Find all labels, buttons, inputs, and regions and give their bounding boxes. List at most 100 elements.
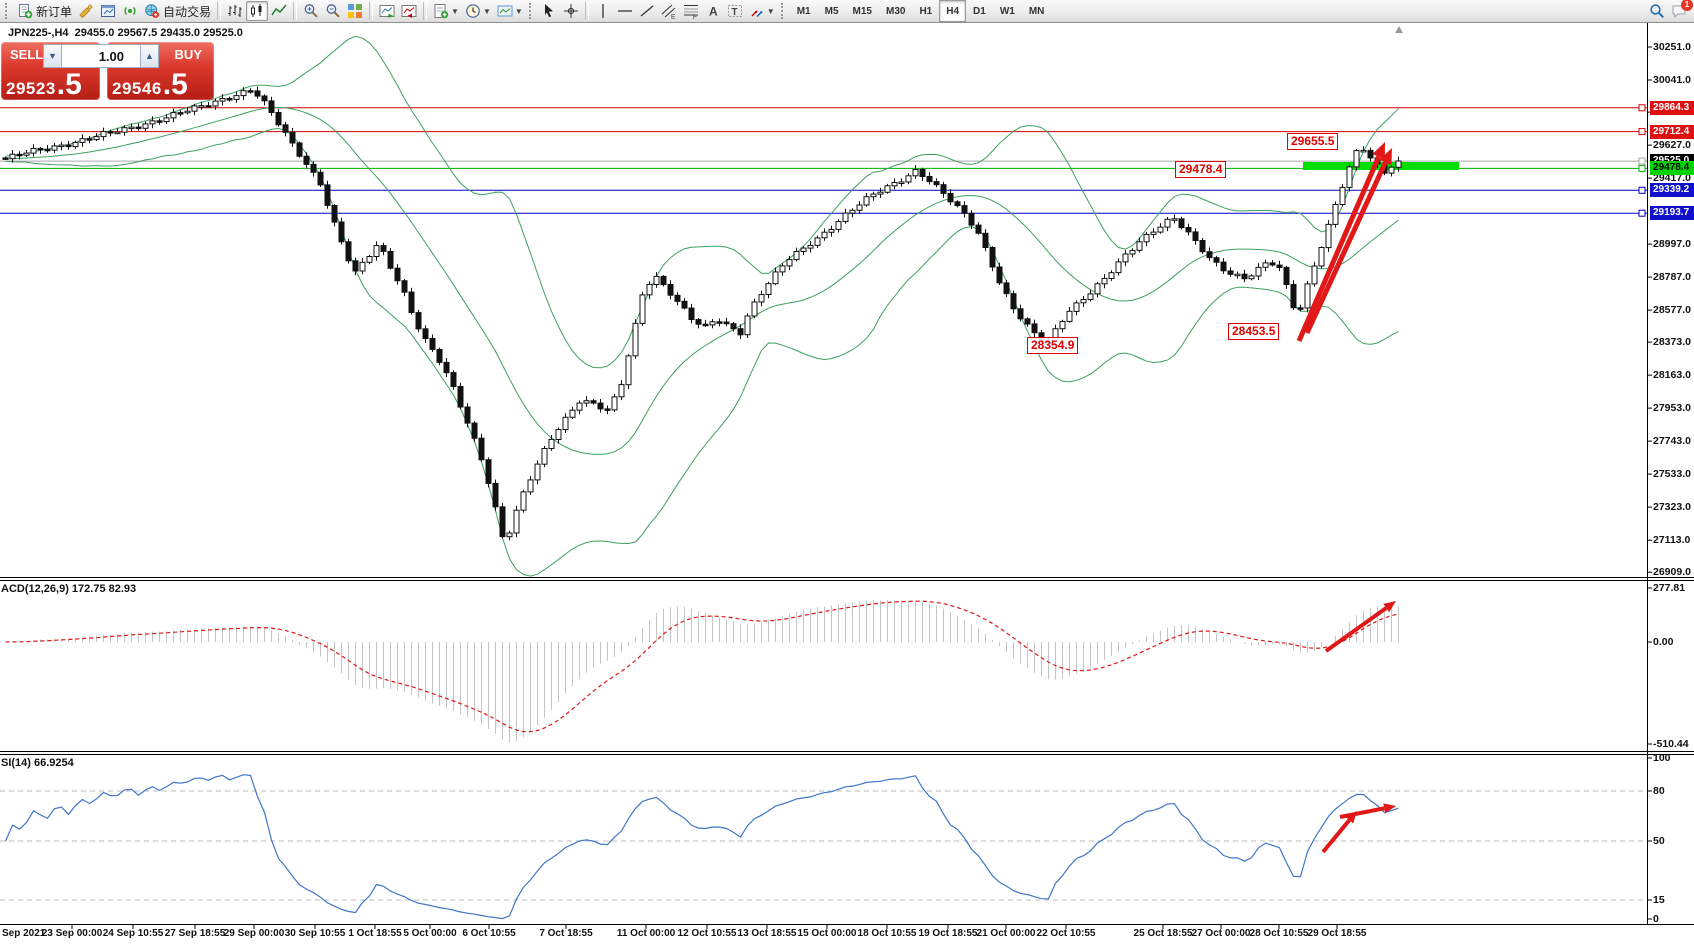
- signals-button[interactable]: [119, 1, 141, 21]
- price-annotation-29655.5[interactable]: 29655.5: [1287, 133, 1339, 150]
- price-tag-29864.3[interactable]: 29864.3: [1650, 100, 1694, 115]
- chevron-down-icon: ▼: [451, 6, 459, 16]
- new-chart-button[interactable]: [97, 1, 119, 21]
- svg-text:F: F: [693, 14, 697, 19]
- timeframe-M5-button[interactable]: M5: [824, 5, 839, 17]
- chat-button[interactable]: 1: [1668, 0, 1693, 21]
- price-annotation-28354.9[interactable]: 28354.9: [1027, 337, 1079, 354]
- vertical-line-icon: [595, 3, 611, 19]
- trendline-button[interactable]: [636, 1, 658, 21]
- price-tag-29339.2[interactable]: 29339.2: [1650, 183, 1694, 198]
- timeframe-D1-button[interactable]: D1: [973, 5, 986, 17]
- indicators-button[interactable]: ▼: [430, 1, 462, 21]
- time-axis-label: 30 Sep 10:55: [284, 928, 346, 939]
- chart-shift-marker[interactable]: [1395, 26, 1403, 33]
- candlestick-chart-icon: [249, 3, 265, 19]
- price-annotation-28453.5[interactable]: 28453.5: [1228, 323, 1280, 340]
- tile-windows-button[interactable]: [344, 1, 366, 21]
- cursor-button[interactable]: [538, 1, 560, 21]
- arrow-objects-icon: [749, 3, 765, 19]
- time-axis-label: 29 Oct 18:55: [1307, 928, 1367, 939]
- timeframe-M15-button[interactable]: M15: [852, 5, 872, 17]
- toolbar-separator: [369, 2, 374, 20]
- text-button[interactable]: A: [702, 1, 724, 21]
- sell-label: SELL: [10, 47, 44, 62]
- toolbar-drag-handle[interactable]: [780, 3, 787, 19]
- price-axis-tick: 28997.0: [1653, 238, 1691, 251]
- price-axis-tick: 26909.0: [1653, 566, 1691, 579]
- zoom-out-button[interactable]: [322, 1, 344, 21]
- volume-increase-button[interactable]: ▲: [140, 44, 159, 68]
- one-click-trading-panel: SELL 29523.5 BUY 29546.5 ▼ ▲: [1, 42, 214, 100]
- sell-price: 29523.5: [6, 68, 82, 101]
- channel-button[interactable]: E: [658, 1, 680, 21]
- zoom-in-button[interactable]: [300, 1, 322, 21]
- clock-icon: [465, 3, 481, 19]
- candle-chart-button[interactable]: [246, 1, 269, 21]
- toolbar-separator: [217, 2, 222, 20]
- timeframe-H4-button[interactable]: H4: [939, 0, 967, 22]
- timeframe-W1-button[interactable]: W1: [999, 5, 1015, 17]
- time-axis-label: 6 Oct 10:55: [462, 928, 516, 939]
- rsi-axis-tick: 15: [1653, 894, 1665, 906]
- price-axis-tick: 27533.0: [1653, 468, 1691, 481]
- price-axis-tick: 28373.0: [1653, 336, 1691, 349]
- price-axis-tick: 27743.0: [1653, 435, 1691, 448]
- level-anchor[interactable]: [1638, 128, 1646, 136]
- timeframe-MN-button[interactable]: MN: [1028, 5, 1045, 17]
- time-axis-label: Sep 2021: [2, 928, 46, 939]
- timeframe-M30-button[interactable]: M30: [885, 5, 906, 17]
- periods-button[interactable]: ▼: [462, 1, 494, 21]
- volume-input[interactable]: [62, 44, 140, 68]
- macd-axis-tick: 0.00: [1653, 636, 1674, 648]
- templates-button[interactable]: ▼: [494, 1, 526, 21]
- timeframe-H1-button[interactable]: H1: [919, 5, 933, 17]
- horizontal-line-button[interactable]: [614, 1, 636, 21]
- toolbar-separator: [584, 2, 589, 20]
- price-axis-tick: 29627.0: [1653, 139, 1691, 152]
- vertical-line-button[interactable]: [592, 1, 614, 21]
- chart-title: JPN225-,H4 29455.0 29567.5 29435.0 29525…: [8, 27, 243, 39]
- time-axis-label: 24 Sep 10:55: [102, 928, 164, 939]
- price-tag-29712.4[interactable]: 29712.4: [1650, 124, 1694, 139]
- trend-arrows[interactable]: [1296, 142, 1396, 854]
- arrows-button[interactable]: ▼: [746, 1, 778, 21]
- macd-signal-line: [5, 600, 1399, 733]
- new-order-button[interactable]: 新订单: [14, 1, 75, 21]
- timeframe-M1-button[interactable]: M1: [796, 5, 811, 17]
- autotrade-button[interactable]: 自动交易: [141, 1, 214, 21]
- level-anchor[interactable]: [1638, 104, 1646, 112]
- volume-decrease-button[interactable]: ▼: [43, 44, 62, 68]
- chevron-down-icon: ▼: [766, 6, 775, 16]
- price-tag-29193.7[interactable]: 29193.7: [1650, 206, 1694, 221]
- line-chart-icon: [271, 3, 287, 19]
- price-axis-tick: 27953.0: [1653, 402, 1691, 415]
- macd-pane: [5, 599, 1399, 743]
- auto-scroll-button[interactable]: [376, 1, 398, 21]
- toolbar-drag-handle[interactable]: [5, 3, 11, 19]
- level-anchor[interactable]: [1638, 209, 1646, 217]
- rsi-axis-tick: 80: [1653, 785, 1665, 797]
- fibonacci-button[interactable]: F: [680, 1, 702, 21]
- chevron-down-icon: ▼: [514, 6, 523, 16]
- level-anchor[interactable]: [1638, 157, 1646, 165]
- text-label-button[interactable]: T: [724, 1, 746, 21]
- charts-wizard-button[interactable]: [75, 1, 97, 21]
- price-annotation-29478.4[interactable]: 29478.4: [1175, 161, 1227, 178]
- notification-badge: 1: [1681, 0, 1693, 11]
- time-axis-label: 23 Sep 00:00: [41, 928, 103, 939]
- signal-icon: [122, 3, 138, 19]
- price-tag-29478.4[interactable]: 29478.4: [1650, 161, 1694, 176]
- volume-control: ▼ ▲: [43, 44, 159, 68]
- level-anchor[interactable]: [1638, 186, 1646, 194]
- chart-shift-button[interactable]: [398, 1, 420, 21]
- search-button[interactable]: [1646, 1, 1668, 21]
- line-chart-button[interactable]: [268, 1, 290, 21]
- level-anchor[interactable]: [1638, 164, 1646, 172]
- toolbar-drag-handle[interactable]: [528, 3, 535, 19]
- macd-histogram: [12, 599, 1399, 743]
- bar-chart-button[interactable]: [224, 1, 246, 21]
- rsi-axis-tick: 50: [1653, 835, 1665, 847]
- crosshair-button[interactable]: [560, 1, 582, 21]
